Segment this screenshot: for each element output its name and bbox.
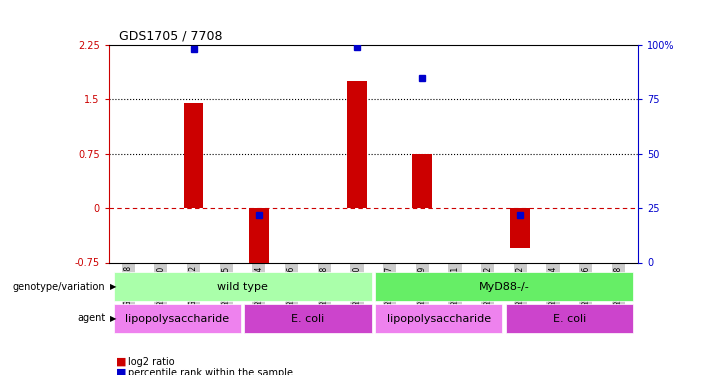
- Text: GDS1705 / 7708: GDS1705 / 7708: [119, 30, 223, 42]
- Text: MyD88-/-: MyD88-/-: [479, 282, 529, 292]
- Text: ▶: ▶: [110, 282, 116, 291]
- Text: lipopolysaccharide: lipopolysaccharide: [125, 314, 229, 324]
- Bar: [184, 103, 203, 208]
- Text: ▶: ▶: [110, 314, 116, 323]
- Bar: [505, 304, 633, 333]
- Text: genotype/variation: genotype/variation: [13, 282, 105, 292]
- Text: lipopolysaccharide: lipopolysaccharide: [386, 314, 491, 324]
- Bar: [114, 304, 241, 333]
- Text: E. coli: E. coli: [552, 314, 586, 324]
- Bar: [249, 208, 268, 266]
- Text: ■: ■: [116, 357, 126, 367]
- Bar: [114, 272, 372, 301]
- Bar: [244, 304, 372, 333]
- Text: ■: ■: [116, 368, 126, 375]
- Text: percentile rank within the sample: percentile rank within the sample: [128, 368, 293, 375]
- Bar: [510, 208, 530, 248]
- Text: E. coli: E. coli: [292, 314, 325, 324]
- Bar: [412, 154, 432, 208]
- Text: agent: agent: [77, 314, 105, 324]
- Text: wild type: wild type: [217, 282, 268, 292]
- Bar: [375, 272, 633, 301]
- Text: log2 ratio: log2 ratio: [128, 357, 175, 367]
- Bar: [347, 81, 367, 208]
- Bar: [375, 304, 503, 333]
